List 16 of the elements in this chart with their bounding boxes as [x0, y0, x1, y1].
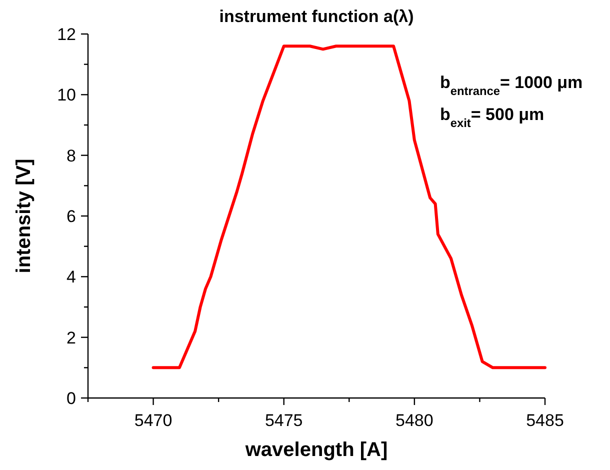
- annotation: b$_{entrance}$= 1000 μm: [440, 73, 583, 98]
- x-axis-title: wavelength [A]: [244, 439, 388, 461]
- x-tick-label: 5480: [396, 411, 434, 430]
- y-tick-label: 0: [66, 388, 76, 408]
- y-tick-label: 2: [66, 328, 76, 348]
- chart-title: instrument function a(λ): [219, 7, 414, 26]
- x-tick-label: 5485: [526, 411, 564, 430]
- y-axis-title: intensity [V]: [13, 158, 35, 274]
- y-tick-label: 6: [66, 206, 76, 226]
- x-tick-label: 5470: [134, 411, 172, 430]
- annotation: b$_{exit}$= 500 μm: [440, 105, 544, 130]
- x-tick-label: 5475: [264, 411, 303, 430]
- y-tick-label: 12: [57, 24, 76, 44]
- y-tick-label: 8: [66, 146, 76, 166]
- y-tick-label: 4: [66, 268, 76, 287]
- y-tick-label: 10: [57, 86, 76, 105]
